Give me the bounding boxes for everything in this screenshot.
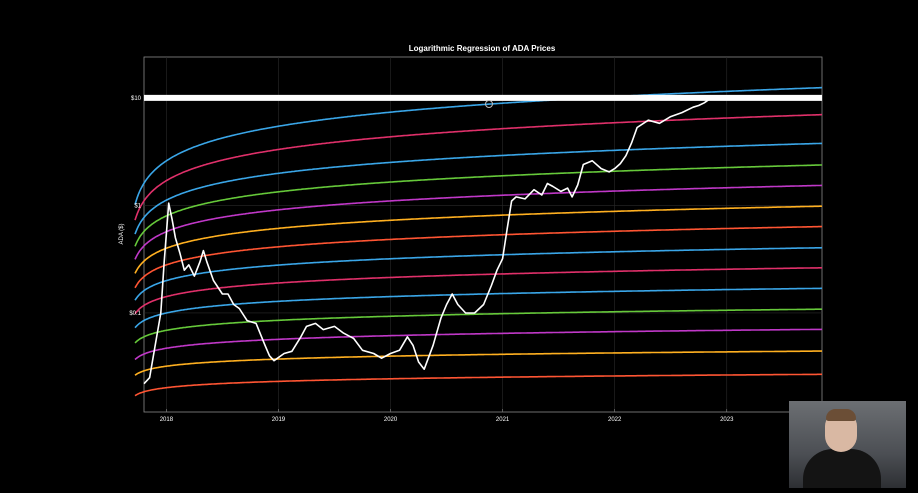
regression-band-10 [134,184,822,260]
chart-title: Logarithmic Regression of ADA Prices [409,44,556,53]
regression-band-6 [134,267,822,315]
presenter-hair [826,409,856,421]
y-tick-label: $0.1 [129,311,141,317]
x-tick-label: 2021 [496,417,510,423]
regression-band-5 [134,287,822,329]
grid [144,57,822,412]
regression-bands [134,86,823,397]
webcam-overlay [789,401,906,488]
regression-band-3 [134,328,823,361]
y-tick-label: $10 [131,96,142,102]
regression-band-11 [134,164,822,247]
regression-band-13 [134,113,823,221]
regression-band-14 [134,86,823,205]
regression-band-12 [134,142,822,235]
x-tick-label: 2020 [384,417,398,423]
x-tick-label: 2018 [160,417,174,423]
x-tick-label: 2022 [608,417,622,423]
y-tick-label: $1 [134,203,141,209]
price-series [143,98,711,385]
regression-band-9 [134,205,822,274]
x-tick-label: 2023 [720,417,734,423]
cursor-marker [485,100,493,108]
regression-band-7 [134,246,823,301]
regression-band-4 [134,308,822,344]
ada-price-line [143,98,711,385]
x-tick-label: 2019 [272,417,286,423]
regression-band-1 [134,373,822,397]
regression-band-2 [134,350,822,376]
regression-band-8 [134,225,822,289]
x-axis-ticks: 2018 2019 2020 2021 2022 2023 [160,409,734,423]
y-axis-ticks: $0.1 $1 $10 [129,96,141,317]
presenter-body [803,449,881,488]
y-axis-label: ADA ($) [119,223,125,244]
plot-frame [143,56,823,413]
